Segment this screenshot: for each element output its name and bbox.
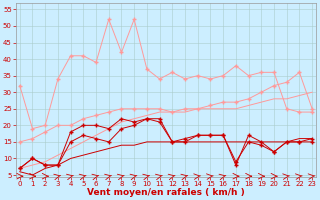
X-axis label: Vent moyen/en rafales ( km/h ): Vent moyen/en rafales ( km/h ) [87,188,245,197]
